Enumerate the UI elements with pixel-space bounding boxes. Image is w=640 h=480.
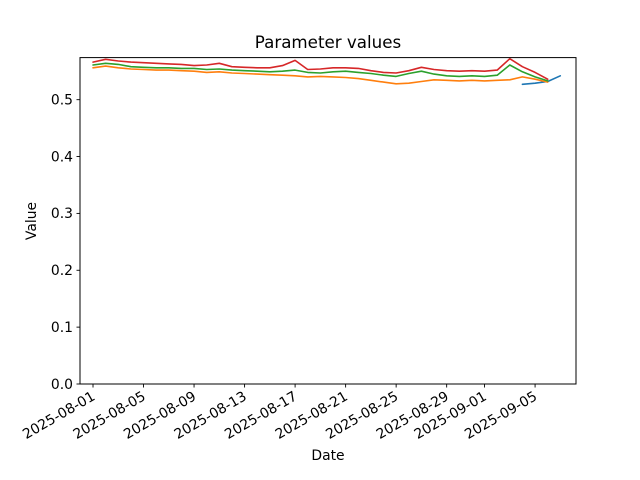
- chart-title: Parameter values: [255, 32, 401, 52]
- y-tick-label: 0.0: [51, 377, 73, 393]
- y-tick-label: 0.2: [51, 263, 73, 279]
- y-tick-label: 0.5: [51, 92, 73, 108]
- y-tick-label: 0.4: [51, 149, 73, 165]
- y-axis-label: Value: [24, 202, 40, 240]
- y-tick-label: 0.3: [51, 206, 73, 222]
- series-line-parameter-red: [92, 57, 549, 80]
- series-line-parameter-orange: [92, 65, 549, 85]
- series-line-parameter-green: [92, 62, 549, 82]
- series-line-parameter-blue: [521, 75, 562, 86]
- axes-frame: [79, 57, 577, 385]
- y-tick-label: 0.1: [51, 320, 73, 336]
- x-axis-label: Date: [311, 448, 344, 464]
